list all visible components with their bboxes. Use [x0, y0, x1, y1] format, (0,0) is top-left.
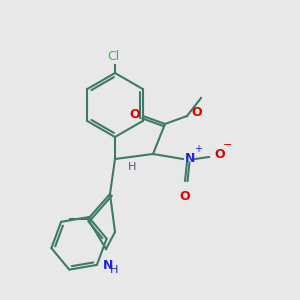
Text: −: − [223, 140, 232, 150]
Text: +: + [194, 144, 202, 154]
Text: H: H [110, 265, 118, 275]
Text: O: O [214, 148, 225, 161]
Text: H: H [128, 162, 136, 172]
Text: O: O [130, 107, 140, 121]
Text: Cl: Cl [107, 50, 119, 63]
Text: O: O [191, 106, 202, 119]
Text: N: N [103, 259, 113, 272]
Text: O: O [180, 190, 190, 203]
Text: N: N [185, 152, 195, 166]
